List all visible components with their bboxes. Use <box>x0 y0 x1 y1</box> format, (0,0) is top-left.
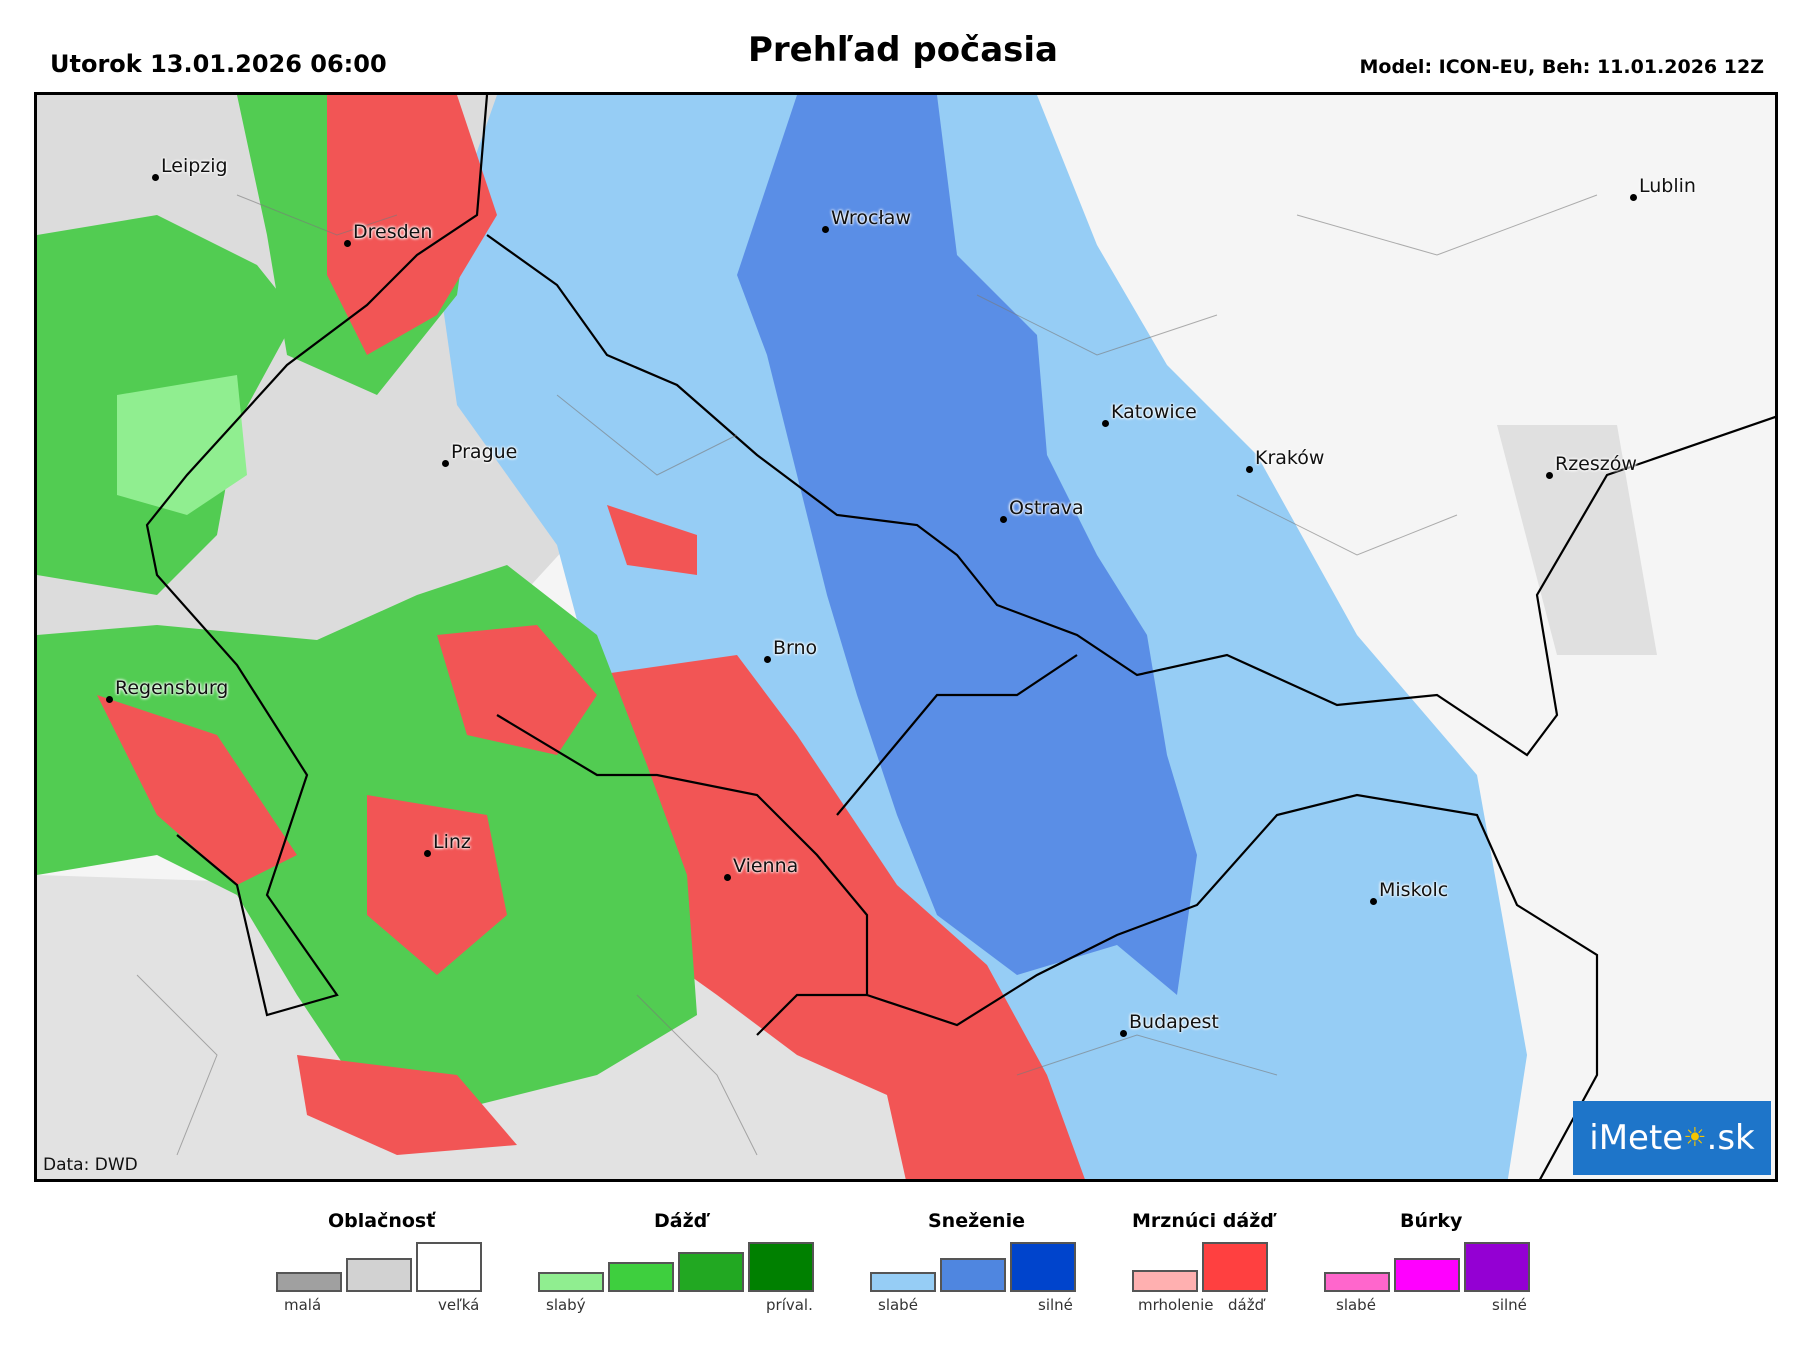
legend-freezing-low: mrholenie <box>1138 1296 1214 1314</box>
sun-icon: ☀ <box>1683 1123 1707 1153</box>
city-dot <box>442 460 449 467</box>
swatch-storm-light <box>1324 1272 1390 1292</box>
city-label: Prague <box>451 441 518 463</box>
freezing-rain-alps <box>297 1055 517 1155</box>
city-label: Rzeszów <box>1555 453 1637 475</box>
legend-cloud-low: malá <box>284 1296 322 1314</box>
legend-cloud-high: veľká <box>438 1296 480 1314</box>
city-dot <box>424 850 431 857</box>
swatch-freezing-light <box>1132 1270 1198 1292</box>
logo-text-left: iMete <box>1589 1118 1684 1158</box>
cloud-cover-east <box>1497 425 1657 655</box>
city-label: Regensburg <box>115 677 229 699</box>
legend-storm-low: slabé <box>1336 1296 1376 1314</box>
city-dot <box>1102 420 1109 427</box>
city-label: Miskolc <box>1379 879 1449 901</box>
city-dot <box>1120 1030 1127 1037</box>
city-dot <box>1546 472 1553 479</box>
border-cz-sk <box>836 654 1078 816</box>
legend-rain-title: Dážď <box>654 1210 708 1232</box>
legend-cloud-title: Oblačnosť <box>328 1210 436 1232</box>
city-label: Lublin <box>1639 175 1696 197</box>
city-label: Wrocław <box>831 207 911 229</box>
city-label: Leipzig <box>161 155 228 177</box>
swatch-snow-mid <box>940 1258 1006 1292</box>
swatch-snow-light <box>870 1272 936 1292</box>
city-dot <box>1370 898 1377 905</box>
swatch-cloud-mid <box>346 1258 412 1292</box>
legend-freezing-high: dážď <box>1228 1296 1265 1314</box>
weather-map: Leipzig Dresden Wrocław Lublin Prague Ka… <box>34 92 1778 1182</box>
city-dot <box>764 656 771 663</box>
swatch-rain-heavy <box>748 1242 814 1292</box>
city-label: Brno <box>773 637 818 659</box>
border-at-hu <box>756 993 867 1036</box>
swatch-snow-strong <box>1010 1242 1076 1292</box>
city-dot <box>1630 194 1637 201</box>
logo-text-right: .sk <box>1706 1118 1755 1158</box>
legend-storm-high: silné <box>1492 1296 1527 1314</box>
city-label: Vienna <box>733 855 799 877</box>
page-title: Prehľad počasia <box>747 30 1058 70</box>
freezing-rain-south-bohemia <box>437 625 597 755</box>
swatch-rain-mid <box>608 1262 674 1292</box>
city-dot <box>106 696 113 703</box>
legend-snow-high: silné <box>1038 1296 1073 1314</box>
city-dot <box>344 240 351 247</box>
swatch-storm-strong <box>1464 1242 1530 1292</box>
legend-snow-title: Sneženie <box>928 1210 1025 1232</box>
city-label: Dresden <box>353 221 433 243</box>
city-label: Katowice <box>1111 401 1197 423</box>
data-credit: Data: DWD <box>43 1155 138 1175</box>
snow-moderate-area <box>737 95 1197 995</box>
city-label: Kraków <box>1255 447 1325 469</box>
region-outlines <box>136 194 1598 1156</box>
swatch-freezing-strong <box>1202 1242 1268 1292</box>
legend-storm-title: Búrky <box>1400 1210 1463 1232</box>
city-dot <box>152 174 159 181</box>
city-label: Ostrava <box>1009 497 1084 519</box>
freezing-rain-dresden <box>327 95 497 355</box>
city-label: Budapest <box>1129 1011 1219 1033</box>
model-run-info: Model: ICON-EU, Beh: 11.01.2026 12Z <box>1359 56 1764 78</box>
freezing-rain-linz <box>367 795 507 975</box>
city-dot <box>1246 466 1253 473</box>
legend-snow-low: slabé <box>878 1296 918 1314</box>
rain-light-germany <box>117 375 247 515</box>
imeteo-logo[interactable]: iMete ☀ .sk <box>1573 1101 1771 1175</box>
freezing-rain-vienna <box>557 655 1085 1179</box>
swatch-cloud-large <box>416 1242 482 1292</box>
swatch-cloud-small <box>276 1272 342 1292</box>
swatch-storm-mid <box>1394 1258 1460 1292</box>
city-label: Linz <box>433 831 471 853</box>
freezing-rain-patch <box>607 505 697 575</box>
city-dot <box>1000 516 1007 523</box>
swatch-rain-strong <box>678 1252 744 1292</box>
city-dot <box>724 874 731 881</box>
legend-rain-low: slabý <box>546 1296 586 1314</box>
country-borders <box>145 95 1775 1017</box>
legend-rain-high: príval. <box>766 1296 813 1314</box>
legend-freezing-title: Mrznúci dážď <box>1132 1210 1274 1232</box>
swatch-rain-light <box>538 1272 604 1292</box>
valid-time: Utorok 13.01.2026 06:00 <box>50 50 387 78</box>
country-borders-south <box>496 714 1599 1179</box>
map-layers <box>37 95 1775 1179</box>
freezing-rain-regensburg <box>97 695 297 885</box>
city-dot <box>822 226 829 233</box>
